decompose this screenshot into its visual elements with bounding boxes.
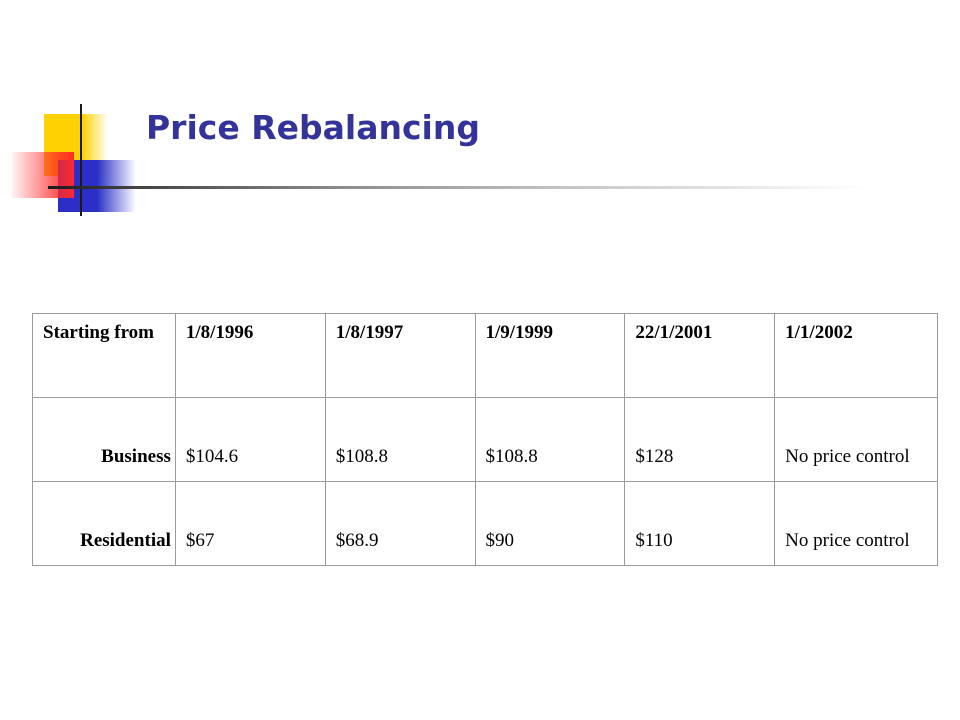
table-cell: $108.8 [474,397,626,482]
page-title: Price Rebalancing [146,108,480,147]
table-cell: $67 [174,481,326,566]
table-header-row: Starting from 1/8/1996 1/8/1997 1/9/1999… [32,313,938,398]
table-cell: No price control [774,481,938,566]
row-label: Residential [32,481,176,566]
table-cell: $68.9 [324,481,476,566]
header-cell: 22/1/2001 [624,313,776,398]
header-cell: 1/8/1997 [324,313,476,398]
row-label: Business [32,397,176,482]
table-row: Business $104.6 $108.8 $108.8 $128 No pr… [32,397,938,482]
header-cell: 1/9/1999 [474,313,626,398]
title-underline [48,186,868,189]
table-cell: $108.8 [324,397,476,482]
decorative-red-block [12,152,74,198]
price-table: Starting from 1/8/1996 1/8/1997 1/9/1999… [32,313,938,566]
table-cell: $128 [624,397,776,482]
table-cell: $90 [474,481,626,566]
header-cell: Starting from [32,313,176,398]
decorative-vertical-line [80,104,82,216]
header-cell: 1/1/2002 [774,313,938,398]
header-cell: 1/8/1996 [174,313,326,398]
table-row: Residential $67 $68.9 $90 $110 No price … [32,481,938,566]
table-cell: No price control [774,397,938,482]
table-cell: $104.6 [174,397,326,482]
table-cell: $110 [624,481,776,566]
